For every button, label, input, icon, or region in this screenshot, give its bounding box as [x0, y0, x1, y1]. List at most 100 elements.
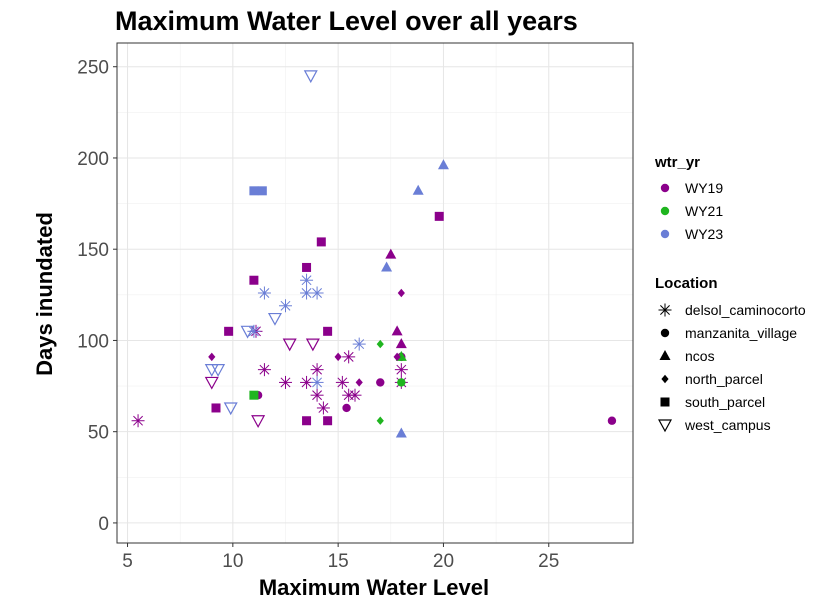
x-axis-title: Maximum Water Level — [259, 575, 489, 600]
data-point — [257, 286, 271, 300]
x-tick-label: 20 — [433, 551, 454, 572]
legend-key-circle — [660, 206, 670, 216]
data-point — [434, 211, 444, 221]
legend-item-wy21: WY21 — [660, 203, 723, 219]
legend-label: WY21 — [685, 203, 723, 219]
data-point — [257, 186, 267, 196]
data-point — [395, 427, 407, 438]
data-point — [393, 352, 401, 362]
legend-item-north-parcel: north_parcel — [661, 371, 763, 387]
data-point — [249, 390, 259, 400]
data-point — [257, 363, 271, 377]
data-point — [302, 262, 312, 272]
plot-area — [116, 42, 634, 544]
data-point — [208, 352, 216, 362]
data-point — [251, 415, 266, 428]
data-point — [335, 375, 349, 389]
legend-label: WY19 — [685, 180, 723, 196]
y-axis-title: Days inundated — [32, 212, 57, 376]
data-point — [397, 288, 405, 298]
legend-key-triangle-icon — [659, 350, 671, 360]
shape-legend-title: Location — [655, 275, 718, 292]
data-point — [300, 273, 314, 287]
data-point — [323, 326, 333, 336]
data-point — [355, 378, 363, 387]
y-tick-label: 200 — [77, 149, 109, 170]
data-point — [302, 416, 312, 426]
data-point — [310, 363, 324, 377]
data-point — [211, 403, 221, 413]
y-tick-label: 250 — [77, 58, 109, 79]
data-point — [305, 338, 320, 352]
data-point — [607, 416, 617, 425]
data-point — [376, 378, 385, 387]
data-point — [412, 184, 424, 195]
data-point — [334, 352, 342, 362]
legend-label: delsol_caminocorto — [685, 302, 806, 318]
data-point — [385, 248, 397, 259]
legend-label: ncos — [685, 348, 715, 364]
plot-border — [116, 42, 634, 544]
y-tick-label: 50 — [88, 423, 109, 444]
data-point — [267, 312, 282, 326]
legend-item-manzanita-village: manzanita_village — [660, 325, 797, 341]
data-point — [249, 186, 259, 196]
y-tick-label: 0 — [98, 514, 109, 535]
legend-item-wy19: WY19 — [660, 180, 723, 196]
y-tick-label: 150 — [77, 240, 109, 261]
legend-key-square-icon — [660, 397, 670, 407]
x-tick-label: 10 — [222, 551, 243, 572]
legend-key-asterisk-icon — [658, 303, 672, 317]
data-point — [395, 338, 407, 349]
legend-key-circle-icon — [660, 328, 670, 338]
plot-background — [117, 43, 633, 543]
data-point — [391, 325, 403, 336]
legend-item-ncos: ncos — [659, 348, 715, 364]
legend-label: north_parcel — [685, 371, 763, 387]
data-point — [211, 364, 226, 377]
chart-title: Maximum Water Level over all years — [115, 6, 578, 36]
legend-key-triangle-down-open-icon — [657, 419, 673, 433]
data-point — [282, 338, 297, 352]
legend-item-delsol-caminocorto: delsol_caminocorto — [658, 302, 806, 318]
data-point — [342, 403, 351, 413]
data-point — [240, 325, 255, 339]
data-point — [310, 388, 324, 402]
x-tick-label: 25 — [538, 551, 559, 572]
x-axis-ticks: 5 10 15 20 25 — [122, 543, 559, 572]
data-point — [316, 237, 326, 247]
data-point — [310, 375, 324, 389]
grid — [117, 43, 633, 543]
data-point — [342, 350, 356, 364]
data-point — [249, 275, 259, 285]
legend-label: south_parcel — [685, 394, 765, 410]
data-point — [376, 339, 384, 349]
data-point — [278, 299, 292, 313]
data-point — [204, 376, 219, 390]
data-point — [224, 326, 234, 336]
legend-label: WY23 — [685, 226, 723, 242]
data-point — [437, 159, 449, 170]
legend: wtr_yr WY19 WY21 WY23 Location delsol_caminoc… — [654, 154, 806, 433]
data-point — [394, 363, 408, 377]
data-point — [381, 261, 393, 272]
legend-label: west_campus — [684, 417, 771, 433]
x-tick-label: 15 — [328, 551, 349, 572]
legend-key-diamond-icon — [661, 374, 669, 384]
color-legend-title: wtr_yr — [654, 154, 700, 171]
data-point — [278, 375, 292, 389]
y-axis-ticks: 0 50 100 150 200 250 — [77, 58, 117, 535]
data-point — [303, 70, 318, 84]
data-point — [316, 401, 330, 415]
x-tick-label: 5 — [122, 551, 133, 572]
data-point — [376, 416, 384, 425]
data-point — [397, 378, 406, 387]
data-points — [131, 70, 617, 438]
legend-item-west-campus: west_campus — [657, 417, 771, 433]
y-tick-label: 100 — [77, 331, 109, 352]
data-point — [323, 416, 333, 426]
data-point — [131, 414, 145, 428]
legend-label: manzanita_village — [685, 325, 797, 341]
data-point — [352, 337, 366, 351]
